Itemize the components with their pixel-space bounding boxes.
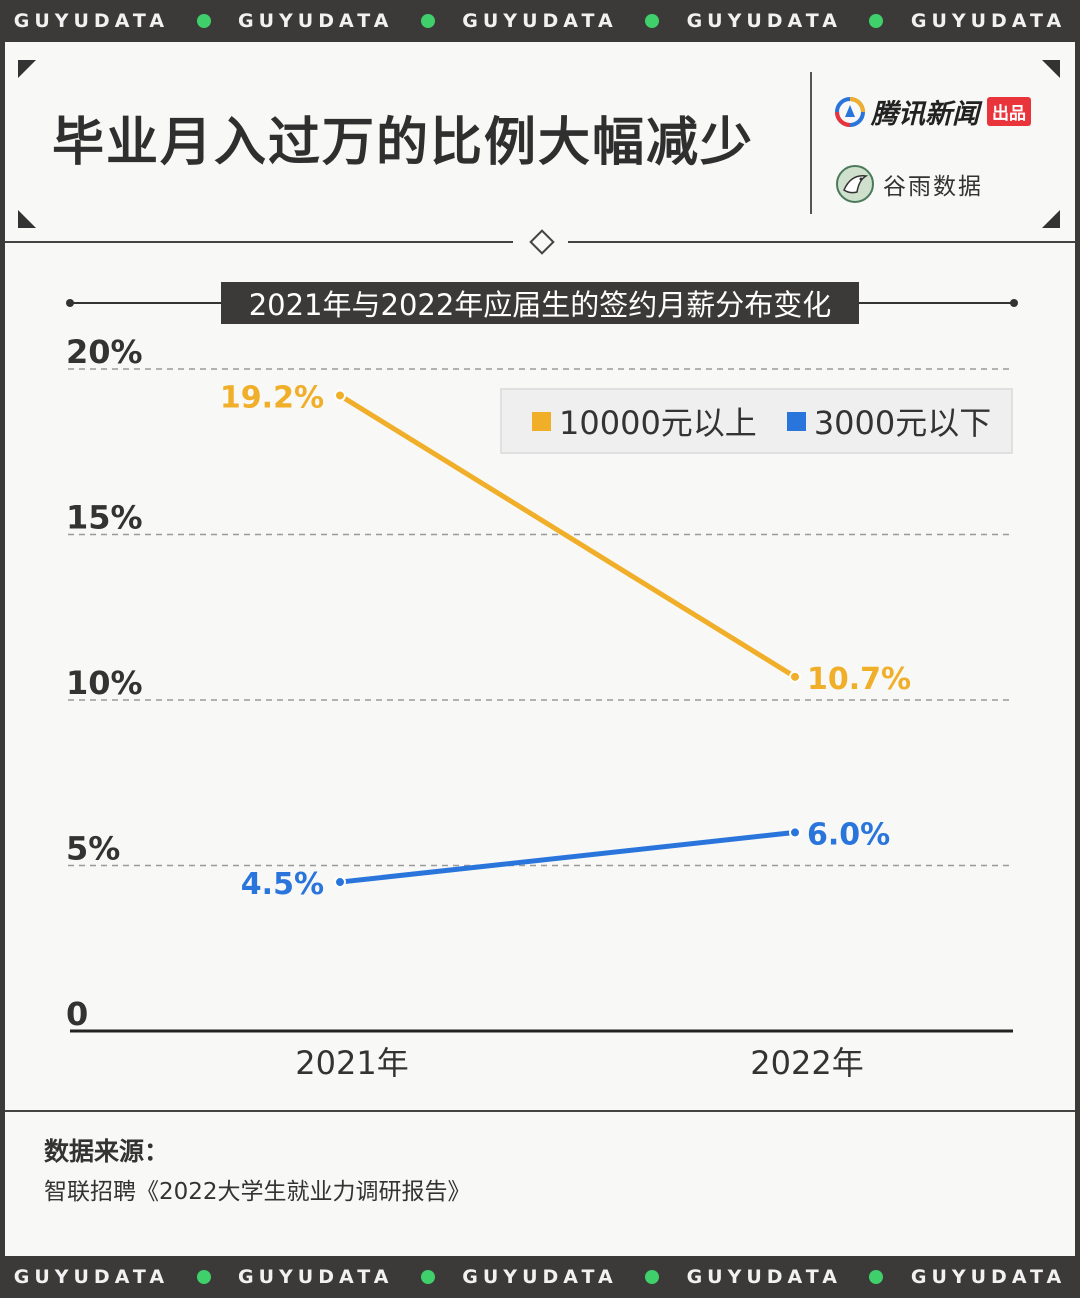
frame-right — [1075, 42, 1080, 1256]
legend-item: 10000元以上 — [532, 398, 757, 444]
series-line — [337, 392, 798, 680]
y-tick-label: 20% — [66, 333, 143, 371]
legend-label: 3000元以下 — [813, 404, 992, 442]
band-text: GUYUDATA — [238, 1266, 394, 1288]
data-label: 6.0% — [807, 817, 890, 852]
band-text: GUYUDATA — [910, 1266, 1067, 1288]
band-text: GUYUDATA — [462, 10, 618, 32]
data-label: 19.2% — [220, 380, 324, 415]
band-dot — [196, 14, 211, 28]
x-tick-label: 2022年 — [750, 1044, 863, 1082]
y-tick-label: 10% — [66, 664, 143, 702]
corner-mark — [1042, 210, 1060, 228]
band-text: GUYUDATA — [462, 1266, 618, 1288]
x-tick-label: 2021年 — [295, 1044, 408, 1082]
data-point — [334, 389, 346, 402]
band-dot — [196, 1270, 211, 1284]
corner-mark — [1042, 60, 1060, 78]
series-line — [337, 829, 798, 885]
data-point — [789, 670, 801, 683]
brand1-name: 腾讯新闻 — [871, 99, 979, 130]
band-text: GUYUDATA — [686, 10, 842, 32]
header-divider — [5, 241, 513, 243]
source-label: 数据来源： — [44, 1137, 170, 1166]
page-title: 毕业月入过万的比例大幅减少 — [52, 113, 755, 173]
corner-mark — [18, 60, 36, 78]
legend-item: 3000元以下 — [786, 398, 992, 444]
legend-swatch — [786, 411, 806, 431]
top-brand-band: GUYUDATA GUYUDATA GUYUDATA GUYUDATA GUYU… — [0, 0, 1080, 42]
brand2-name: 谷雨数据 — [883, 174, 983, 200]
header-divider — [568, 241, 1075, 243]
band-dot — [420, 1270, 435, 1284]
band-text: GUYUDATA — [686, 1266, 842, 1288]
frame-left — [0, 42, 5, 1256]
bottom-brand-band: GUYUDATA GUYUDATA GUYUDATA GUYUDATA GUYU… — [0, 1256, 1080, 1298]
tencent-news-logo-icon — [835, 96, 865, 127]
guyu-bird-logo-icon — [836, 165, 874, 203]
chart-legend: 10000元以上 3000元以下 — [500, 388, 1013, 454]
data-point — [789, 826, 801, 839]
chart-title: 2021年与2022年应届生的签约月薪分布变化 — [221, 282, 859, 324]
band-text: GUYUDATA — [13, 10, 170, 32]
band-dot — [869, 1270, 884, 1284]
band-text: GUYUDATA — [238, 10, 394, 32]
band-dot — [645, 14, 660, 28]
band-dot — [420, 14, 435, 28]
band-text: GUYUDATA — [13, 1266, 170, 1288]
guyu-data-brand: 谷雨数据 — [835, 164, 983, 204]
band-text: GUYUDATA — [910, 10, 1067, 32]
y-tick-label: 15% — [66, 499, 143, 537]
legend-label: 10000元以上 — [559, 404, 757, 442]
data-point — [334, 876, 346, 889]
brand1-tag: 出品 — [987, 97, 1031, 126]
band-dot — [869, 14, 884, 28]
data-label: 4.5% — [241, 867, 324, 902]
source-text: 智联招聘《2022大学生就业力调研报告》 — [44, 1179, 471, 1205]
corner-mark — [18, 210, 36, 228]
y-tick-label: 5% — [66, 830, 120, 868]
data-label: 10.7% — [807, 662, 911, 697]
legend-swatch — [532, 411, 551, 431]
band-dot — [645, 1270, 660, 1284]
source-divider — [5, 1110, 1075, 1112]
header-separator — [810, 72, 812, 214]
y-tick-label: 0 — [66, 995, 88, 1033]
tencent-news-brand: 腾讯新闻 出品 — [835, 92, 1031, 131]
